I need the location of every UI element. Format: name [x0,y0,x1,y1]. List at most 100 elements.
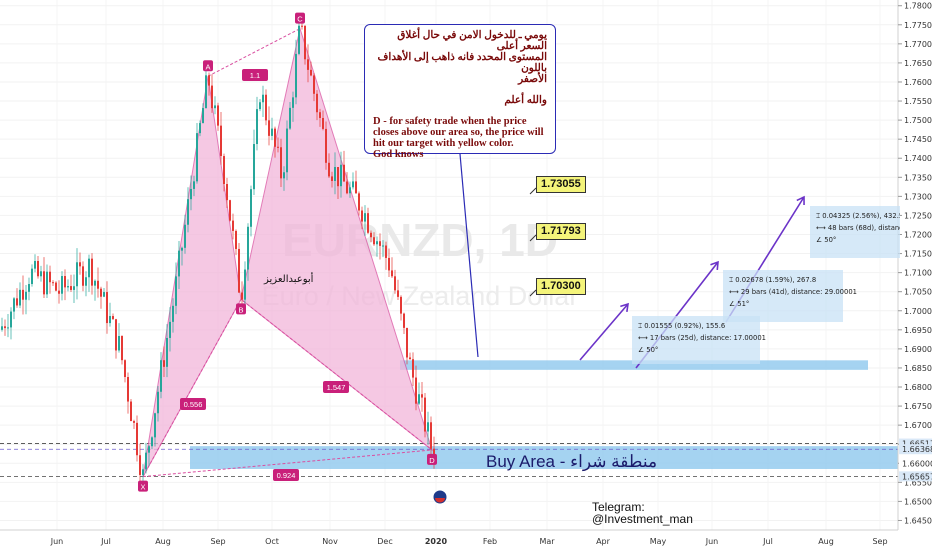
price-label-badge [899,458,932,469]
ratio-badge [180,398,206,410]
candle-body [406,327,408,358]
note-arabic-line: المستوى المحدد فانه ذاهب إلى الأهداف بال… [377,52,547,74]
candle-body [397,290,399,297]
time-tick-label: Oct [265,537,279,546]
pattern-point-badge [295,12,305,24]
note-pointer [459,153,479,358]
candle-body [310,69,312,76]
note-english-line: God knows [373,149,424,160]
candle-body [127,377,129,402]
time-tick-label: Dec [377,537,392,546]
candle-body [31,268,33,285]
price-tick-label: 1.77000 [904,40,932,49]
candle-body [178,250,180,277]
candle-body [253,144,255,190]
time-tick-label: Mar [539,537,555,546]
candle-body [298,25,300,54]
candle-body [238,248,240,293]
candle-body [106,292,108,324]
ratio-label: 0.556 [184,400,203,409]
candle-body [328,162,330,177]
price-tick-label: 1.64500 [904,516,932,525]
candle-body [373,237,375,245]
price-axis[interactable]: 1.78000 1.77500 1.77000 1.76500 1.76000 1.755… [897,0,932,530]
candle-body [319,112,321,118]
candle-body [169,321,171,338]
candle-body [40,271,42,277]
candle-body [376,241,378,245]
candle-body [196,133,198,182]
price-tick-label: 1.71500 [904,250,932,259]
candle-body [415,377,417,404]
candle-body [340,164,342,187]
telegram-label: Telegram: @Investment_man [592,501,693,525]
price-tick-label: 1.65000 [904,497,932,506]
target-pointer [529,289,537,297]
measure-angle: 50° [824,236,837,244]
candle-body [379,241,381,246]
candle-body [349,187,351,194]
candle-body [388,257,390,271]
measure-bars: 17 bars (25d), distance: 17.00001 [649,334,766,342]
resistance-zone [400,360,868,370]
price-tick-label: 1.74500 [904,135,932,144]
ratio-badge [323,381,349,393]
candle-body [262,94,264,103]
candle-body [391,270,393,277]
price-tick-label: 1.71000 [904,269,932,278]
candle-body [361,210,363,222]
ratio-badge [242,69,268,81]
price-label-badge [899,438,932,449]
time-tick-label: Aug [818,537,834,546]
price-label: 1.66000 [902,459,932,468]
candle-body [412,359,414,378]
pattern-point-label: B [238,305,243,314]
note-arabic-line: والله أعلم [504,95,547,106]
candle-body [10,311,12,328]
measure-price: 0.02678 (1.59%), 267.8 [735,276,817,284]
price-tick-label: 1.76000 [904,78,932,87]
candle-body [73,286,75,290]
candle-body [418,394,420,404]
candle-body [250,189,252,227]
date-range-icon: ⟷ [816,224,826,232]
pattern-point-label: X [140,483,145,492]
flag-icon[interactable] [433,490,447,504]
candle-body [211,85,213,109]
candle-body [70,286,72,290]
candle-body [274,128,276,147]
time-tick-label: Feb [483,537,497,546]
candle-body [85,277,87,286]
time-axis[interactable]: Jun Jul Aug Sep Oct Nov Dec 2020 Feb Mar Apr May Jun… [0,529,898,546]
candle-body [190,188,192,200]
price-tick-label: 1.69500 [904,326,932,335]
measure-price: 0.04325 (2.56%), 432.5 [822,212,900,220]
price-label: 1.66517 [902,440,932,449]
candle-body [385,245,387,258]
candle-body [91,258,93,286]
candle-body [400,296,402,314]
target-label-3: 1.70300 [536,278,586,295]
price-range-icon: ⌶ [816,212,821,220]
candle-body [205,75,207,109]
price-tick-label: 1.67000 [904,421,932,430]
price-label: 1.66368 [902,445,932,454]
time-tick-label: Jul [100,537,111,546]
arrow-head [710,260,719,271]
candle-body [421,394,423,398]
candle-body [331,176,333,181]
candle-body [352,181,354,188]
note-english-line: hit our target with yellow color. [373,138,514,149]
candle-body [427,422,429,432]
time-tick-label: Sep [210,537,225,546]
pattern-point-label: C [297,15,303,24]
pattern-point-badge [427,453,437,465]
candle-body [118,336,120,351]
candle-body [334,167,336,181]
price-tick-label: 1.67500 [904,402,932,411]
candle-body [346,181,348,194]
candle-body [265,94,267,121]
price-tick-label: 1.76500 [904,59,932,68]
candle-body [52,282,54,284]
buy-area-label: Buy Area - منطقة شراء [486,452,658,471]
